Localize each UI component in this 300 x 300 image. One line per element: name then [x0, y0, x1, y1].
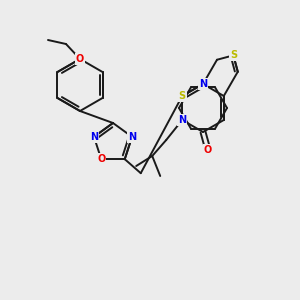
Text: N: N	[90, 132, 98, 142]
Text: O: O	[204, 145, 212, 155]
Text: N: N	[178, 115, 186, 125]
Text: O: O	[76, 54, 84, 64]
Text: O: O	[76, 54, 84, 64]
Text: S: S	[230, 50, 237, 60]
Text: O: O	[97, 154, 105, 164]
Text: N: N	[199, 79, 207, 89]
Text: S: S	[179, 91, 186, 101]
Text: N: N	[199, 79, 207, 89]
Text: S: S	[230, 50, 237, 60]
Text: O: O	[97, 154, 105, 164]
Text: N: N	[128, 132, 136, 142]
Text: S: S	[179, 91, 186, 101]
Text: N: N	[90, 132, 98, 142]
Text: N: N	[178, 115, 186, 125]
Text: O: O	[204, 145, 212, 155]
Text: N: N	[128, 132, 136, 142]
Text: S: S	[179, 91, 186, 101]
